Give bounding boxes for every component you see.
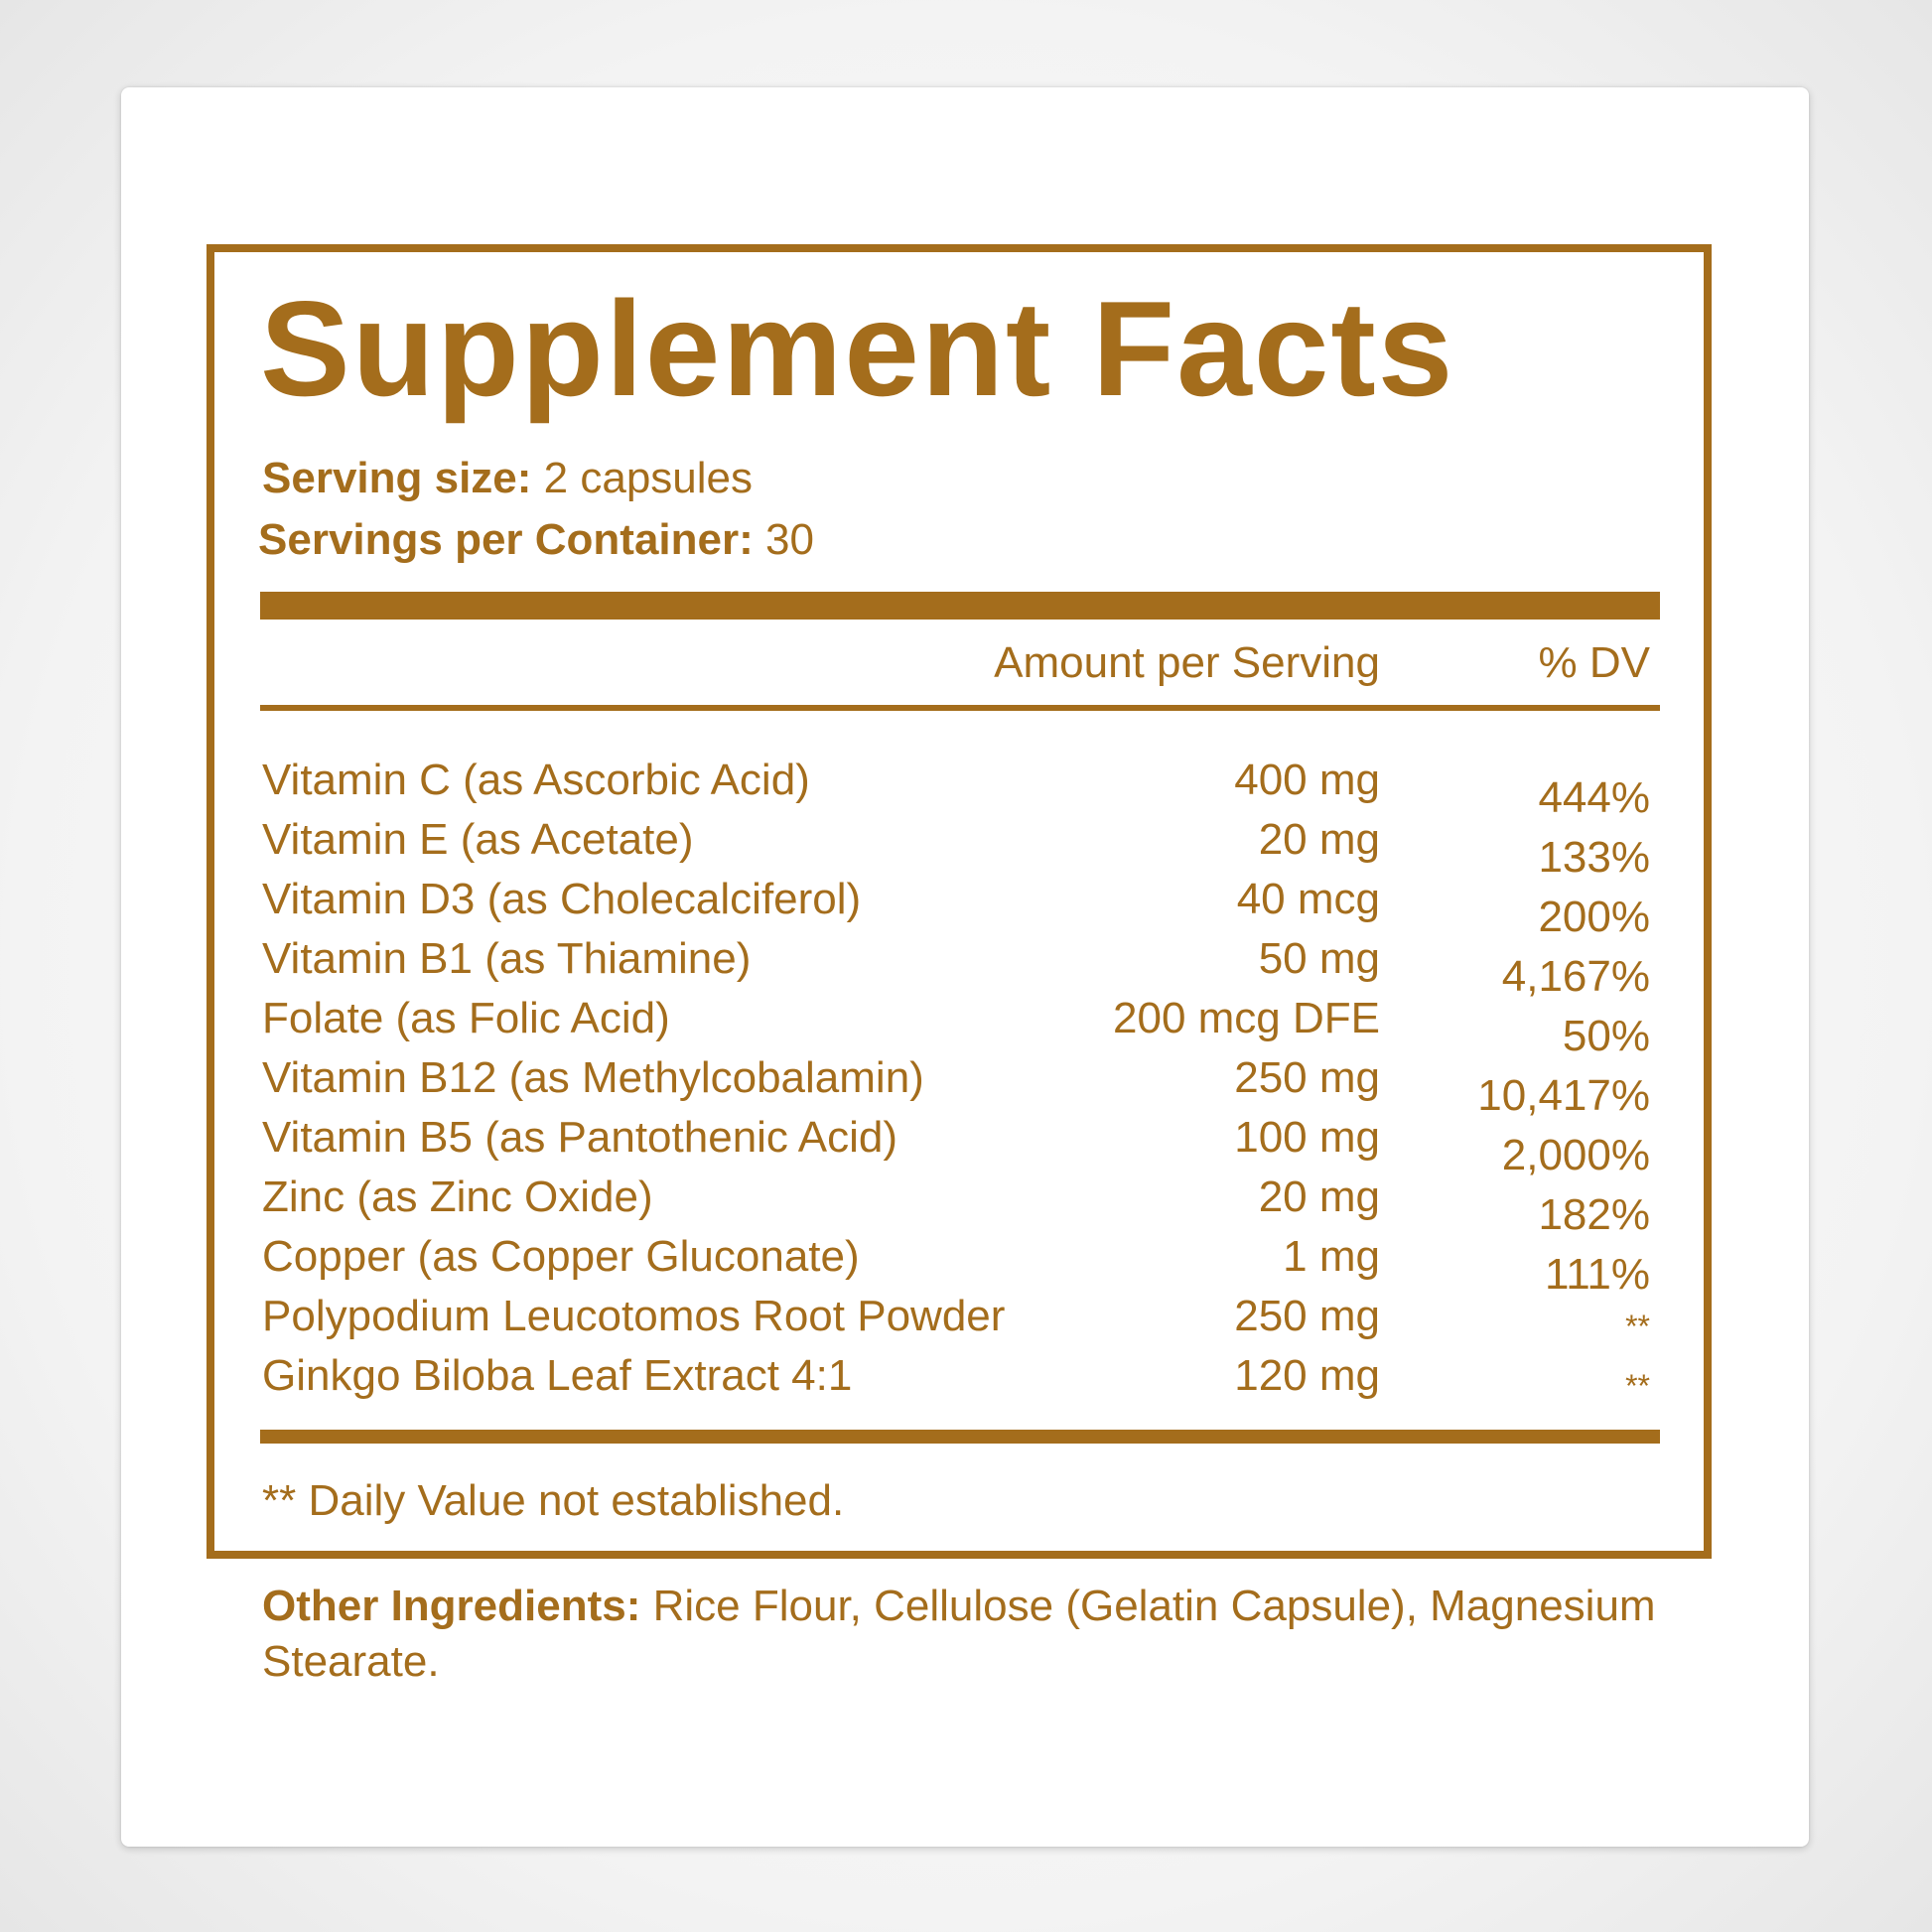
nutrient-name: Ginkgo Biloba Leaf Extract 4:1 <box>262 1351 853 1400</box>
table-row: Vitamin E (as Acetate) 20 mg 133% <box>260 810 1660 882</box>
table-row: Vitamin C (as Ascorbic Acid) 400 mg 444% <box>260 751 1660 822</box>
nutrient-dv: 444% <box>1538 773 1650 822</box>
table-row: Copper (as Copper Gluconate) 1 mg 111% <box>260 1227 1660 1299</box>
nutrient-amount: 100 mg <box>1234 1113 1380 1162</box>
nutrient-name: Vitamin C (as Ascorbic Acid) <box>262 756 810 804</box>
nutrient-amount: 200 mcg DFE <box>1113 994 1380 1042</box>
nutrient-amount: 400 mg <box>1234 756 1380 804</box>
nutrient-dv: ** <box>1625 1368 1650 1404</box>
nutrient-name: Zinc (as Zinc Oxide) <box>262 1173 653 1221</box>
serving-size-label: Serving size: <box>262 454 532 502</box>
table-row: Zinc (as Zinc Oxide) 20 mg 182% <box>260 1168 1660 1239</box>
table-row: Vitamin D3 (as Cholecalciferol) 40 mcg 2… <box>260 870 1660 941</box>
nutrient-name: Vitamin B5 (as Pantothenic Acid) <box>262 1113 897 1162</box>
serving-size-value: 2 capsules <box>531 454 754 502</box>
nutrient-amount: 120 mg <box>1234 1351 1380 1400</box>
nutrient-name: Polypodium Leucotomos Root Powder <box>262 1292 1006 1340</box>
nutrient-name: Vitamin E (as Acetate) <box>262 815 694 864</box>
nutrient-dv: ** <box>1625 1309 1650 1344</box>
table-row: Polypodium Leucotomos Root Powder 250 mg… <box>260 1287 1660 1346</box>
nutrient-name: Copper (as Copper Gluconate) <box>262 1232 860 1281</box>
nutrient-amount: 250 mg <box>1234 1053 1380 1102</box>
nutrient-name: Folate (as Folic Acid) <box>262 994 670 1042</box>
page-title: Supplement Facts <box>260 273 1455 424</box>
supplement-facts-border <box>207 244 1712 1559</box>
servings-per-container: Servings per Container: 30 <box>258 514 814 566</box>
nutrient-amount: 20 mg <box>1258 1173 1380 1221</box>
nutrient-amount: 250 mg <box>1234 1292 1380 1340</box>
serving-size: Serving size: 2 capsules <box>262 453 753 504</box>
nutrient-dv: 133% <box>1538 833 1650 882</box>
other-ingredients-value: Rice Flour, Cellulose (Gelatin Capsule),… <box>262 1582 1656 1686</box>
nutrient-dv: 50% <box>1562 1012 1650 1060</box>
nutrient-table: Vitamin C (as Ascorbic Acid) 400 mg 444%… <box>260 751 1660 1406</box>
table-row: Vitamin B12 (as Methylcobalamin) 250 mg … <box>260 1048 1660 1120</box>
thick-divider-bottom <box>260 1430 1660 1444</box>
nutrient-dv: 10,417% <box>1477 1071 1650 1120</box>
other-ingredients: Other Ingredients: Rice Flour, Cellulose… <box>262 1579 1672 1690</box>
column-header-dv: % DV <box>1538 638 1650 687</box>
nutrient-dv: 200% <box>1538 893 1650 941</box>
nutrient-amount: 20 mg <box>1258 815 1380 864</box>
nutrient-amount: 40 mcg <box>1236 875 1380 923</box>
thick-divider-top <box>260 592 1660 620</box>
nutrient-amount: 1 mg <box>1283 1232 1380 1281</box>
table-row: Folate (as Folic Acid) 200 mcg DFE 50% <box>260 989 1660 1060</box>
nutrient-amount: 50 mg <box>1258 934 1380 983</box>
thin-divider <box>260 705 1660 711</box>
nutrient-dv: 4,167% <box>1501 952 1650 1001</box>
table-row: Vitamin B1 (as Thiamine) 50 mg 4,167% <box>260 929 1660 1001</box>
servings-per-container-label: Servings per Container: <box>258 515 754 564</box>
table-row: Vitamin B5 (as Pantothenic Acid) 100 mg … <box>260 1108 1660 1179</box>
other-ingredients-label: Other Ingredients: <box>262 1582 641 1630</box>
nutrient-name: Vitamin B1 (as Thiamine) <box>262 934 752 983</box>
servings-per-container-value: 30 <box>753 515 814 564</box>
column-header-amount: Amount per Serving <box>994 638 1380 687</box>
nutrient-dv: 111% <box>1544 1250 1650 1299</box>
daily-value-footnote: ** Daily Value not established. <box>262 1476 845 1525</box>
nutrient-dv: 182% <box>1538 1190 1650 1239</box>
table-row: Ginkgo Biloba Leaf Extract 4:1 120 mg ** <box>260 1346 1660 1406</box>
nutrient-name: Vitamin D3 (as Cholecalciferol) <box>262 875 862 923</box>
nutrient-name: Vitamin B12 (as Methylcobalamin) <box>262 1053 924 1102</box>
nutrient-dv: 2,000% <box>1501 1131 1650 1179</box>
